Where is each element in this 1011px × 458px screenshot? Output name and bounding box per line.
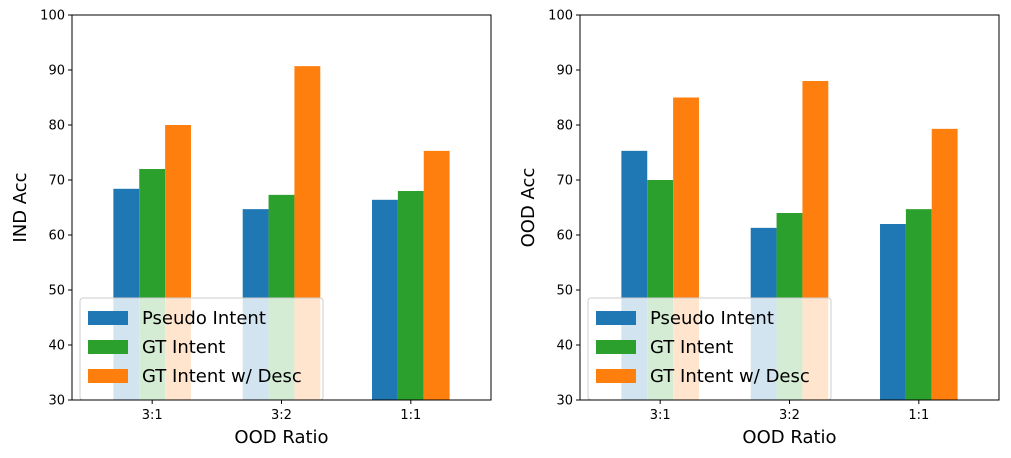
x-tick-label: 1:1 (400, 408, 421, 423)
legend-label: Pseudo Intent (142, 308, 266, 329)
bar-gt-intent-w-desc-1-1 (423, 150, 450, 400)
legend-label: GT Intent (650, 337, 733, 358)
x-tick-label: 1:1 (908, 408, 929, 423)
y-tick-label: 70 (48, 174, 65, 189)
chart-ood-acc: Pseudo Intent GT Intent GT Intent w/ Desc 3… (518, 9, 1000, 448)
bar-pseudo-intent-1-1 (880, 224, 906, 400)
y-tick-label: 80 (556, 119, 573, 134)
x-axis-label: OOD Ratio (742, 427, 836, 448)
bar-pseudo-intent-1-1 (372, 199, 398, 400)
legend-label: GT Intent w/ Desc (142, 366, 302, 387)
bar-gt-intent-1-1 (397, 191, 424, 400)
y-tick-label: 40 (556, 339, 573, 354)
legend: Pseudo Intent GT Intent GT Intent w/ Desc (587, 297, 832, 401)
y-axis-label: OOD Acc (518, 168, 539, 248)
y-axis-label: IND Acc (10, 172, 31, 242)
y-tick-label: 60 (556, 229, 573, 244)
y-tick-label: 80 (48, 119, 65, 134)
y-tick-label: 90 (48, 64, 65, 79)
x-tick-label: 3:1 (142, 408, 163, 423)
legend: Pseudo Intent GT Intent GT Intent w/ Desc (79, 297, 324, 401)
legend-label: GT Intent w/ Desc (650, 366, 810, 387)
y-tick-label: 40 (48, 339, 65, 354)
legend-swatch (596, 340, 636, 354)
y-tick-label: 50 (48, 284, 65, 299)
legend-swatch (596, 369, 636, 383)
bar-gt-intent-w-desc-1-1 (931, 128, 958, 400)
legend-swatch (596, 311, 636, 325)
y-tick-label: 100 (40, 9, 65, 24)
legend-swatch (88, 369, 128, 383)
x-tick-label: 3:2 (271, 408, 292, 423)
legend-swatch (88, 340, 128, 354)
y-tick-label: 100 (548, 9, 573, 24)
y-tick-label: 50 (556, 284, 573, 299)
x-tick-label: 3:1 (650, 408, 671, 423)
legend-label: Pseudo Intent (650, 308, 774, 329)
y-tick-label: 30 (556, 394, 573, 409)
y-tick-label: 90 (556, 64, 573, 79)
legend-swatch (88, 311, 128, 325)
legend-label: GT Intent (142, 337, 225, 358)
x-tick-label: 3:2 (779, 408, 800, 423)
y-tick-label: 30 (48, 394, 65, 409)
y-tick-label: 70 (556, 174, 573, 189)
y-tick-label: 60 (48, 229, 65, 244)
chart-ind-acc: Pseudo Intent GT Intent GT Intent w/ Desc 3… (10, 9, 492, 448)
bar-gt-intent-1-1 (905, 209, 932, 400)
x-axis-label: OOD Ratio (234, 427, 328, 448)
